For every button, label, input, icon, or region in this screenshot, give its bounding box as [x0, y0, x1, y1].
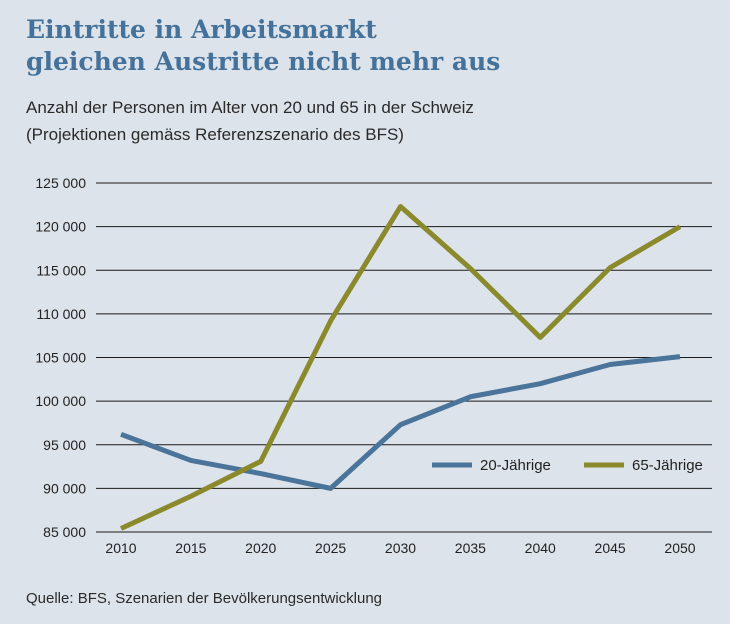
- y-tick-label: 105 000: [35, 350, 86, 366]
- x-tick-label: 2030: [385, 540, 416, 556]
- source-note: Quelle: BFS, Szenarien der Bevölkerungse…: [26, 590, 383, 607]
- x-tick-label: 2020: [245, 540, 276, 556]
- chart-title-line-1: Eintritte in Arbeitsmarkt: [26, 15, 377, 44]
- x-tick-label: 2025: [315, 540, 346, 556]
- legend-label: 65-Jährige: [632, 457, 703, 474]
- x-tick-label: 2040: [525, 540, 556, 556]
- y-tick-label: 85 000: [43, 524, 86, 540]
- chart-legend: 20-Jährige 65-Jährige: [432, 457, 703, 474]
- y-tick-label: 110 000: [36, 306, 86, 322]
- chart-subtitle: Anzahl der Personen im Alter von 20 und …: [26, 94, 706, 148]
- chart-subtitle-line-1: Anzahl der Personen im Alter von 20 und …: [26, 98, 474, 117]
- y-tick-label: 120 000: [35, 219, 86, 235]
- x-tick-label: 2035: [455, 540, 486, 556]
- y-tick-label: 115 000: [36, 262, 86, 278]
- y-tick-label: 125 000: [35, 175, 86, 191]
- chart-series-lines: [119, 204, 682, 531]
- y-tick-label: 95 000: [43, 437, 86, 453]
- chart-subtitle-line-2: (Projektionen gemäss Referenzszenario de…: [26, 125, 404, 144]
- chart-title-line-2: gleichen Austritte nicht mehr aus: [26, 47, 501, 76]
- y-tick-label: 100 000: [35, 393, 86, 409]
- x-axis-tick-labels: 2010 2015 2020 2025 2030 2035 2040 2045 2050: [105, 540, 695, 556]
- legend-label: 20-Jährige: [480, 457, 551, 474]
- y-tick-label: 90 000: [43, 480, 86, 496]
- x-tick-label: 2045: [595, 540, 626, 556]
- y-axis-tick-labels: 85 000 90 000 95 000 100 000 105 000 110 000 1…: [35, 175, 86, 540]
- series-line-age-20: [120, 354, 681, 491]
- x-tick-label: 2015: [175, 540, 206, 556]
- chart-title: Eintritte in Arbeitsmarkt gleichen Austr…: [26, 14, 706, 78]
- x-tick-label: 2010: [105, 540, 136, 556]
- x-tick-label: 2050: [664, 540, 695, 556]
- chart-gridlines: [96, 182, 712, 533]
